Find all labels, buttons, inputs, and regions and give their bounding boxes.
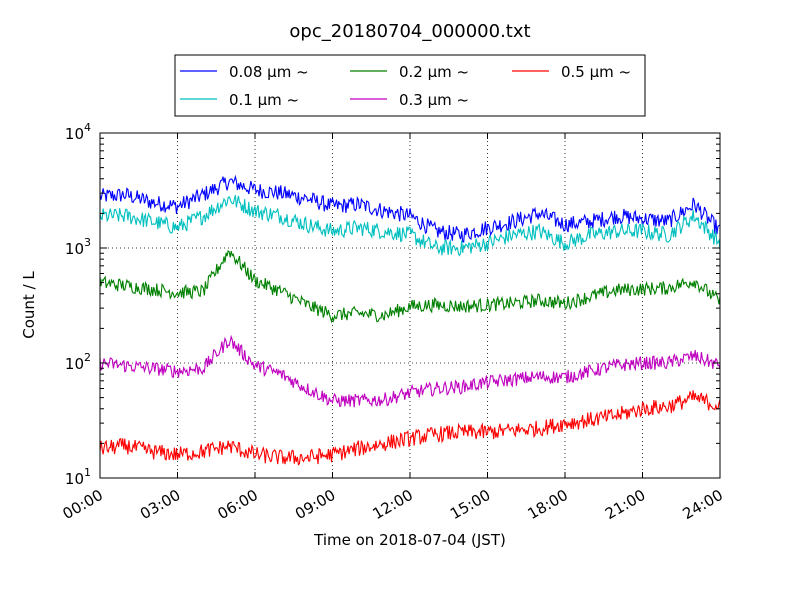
- series-line: [99, 390, 721, 466]
- legend-label: 0.3 μm ~: [399, 91, 469, 109]
- legend-label: 0.2 μm ~: [399, 63, 469, 81]
- y-tick-label: 101: [65, 466, 91, 488]
- legend-label: 0.1 μm ~: [229, 91, 299, 109]
- x-axis-label: Time on 2018-07-04 (JST): [313, 531, 506, 549]
- y-axis-label: Count / L: [20, 271, 38, 339]
- legend-frame: [174, 54, 646, 117]
- legend: 0.08 μm ~ 0.1 μm ~ 0.2 μm ~ 0.3 μm ~ 0.5 μm …: [174, 54, 646, 117]
- series-line: [99, 195, 721, 257]
- series-line: [99, 334, 721, 408]
- y-axis: 101 102 103 104: [65, 121, 720, 488]
- y-tick-label: 102: [65, 351, 91, 373]
- series-layer: [99, 174, 721, 466]
- series-line: [99, 174, 721, 243]
- y-tick-label: 104: [65, 121, 91, 143]
- legend-label: 0.08 μm ~: [229, 63, 309, 81]
- y-tick-label: 103: [65, 236, 91, 258]
- series-line: [99, 249, 721, 324]
- chart-title: opc_20180704_000000.txt: [289, 21, 530, 42]
- legend-label: 0.5 μm ~: [561, 63, 631, 81]
